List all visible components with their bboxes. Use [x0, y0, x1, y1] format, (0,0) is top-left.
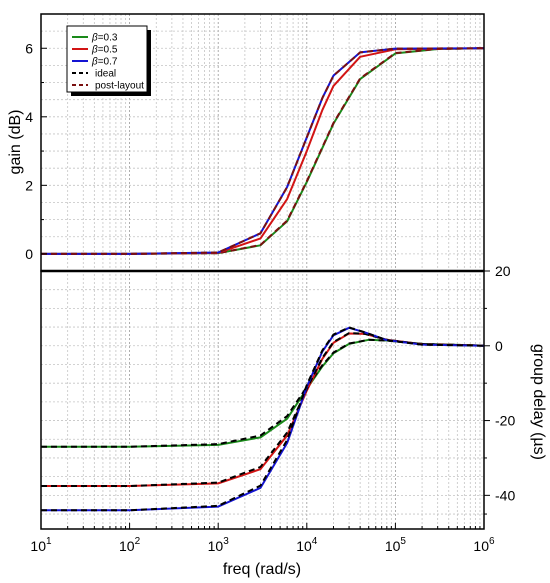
- legend-label: β=0.5: [91, 45, 118, 56]
- gain-series: [41, 47, 484, 255]
- delay-tick-label: 20: [495, 263, 511, 279]
- x-tick-label: 103: [208, 536, 230, 554]
- legend-label: post-layout: [95, 81, 144, 92]
- gain-tick-label: 6: [25, 40, 33, 56]
- x-tick-label: 102: [119, 536, 141, 554]
- delay-series-line-beta-0.7-dashed: [41, 326, 484, 512]
- gain-tick-label: 2: [25, 177, 33, 193]
- gain-series-line-beta-0.7-dashed: [41, 47, 484, 255]
- delay-series-line-beta-0.3-dashed: [41, 338, 484, 448]
- delay-series-line-beta-0.5-solid: [41, 332, 484, 487]
- gain-tick-label: 4: [25, 109, 33, 125]
- delay-series-line-beta-0.7-solid: [41, 326, 484, 512]
- plot-frame: [40, 13, 485, 530]
- gain-series-line-beta-0.3-dashed: [41, 47, 484, 255]
- delay-axis-title: group delay (µs): [530, 344, 547, 460]
- delay-tick-label: -40: [495, 487, 515, 503]
- legend-label: ideal: [95, 69, 116, 80]
- gain-tick-label: 0: [25, 246, 33, 262]
- delay-series: [41, 326, 484, 512]
- legend-label: β=0.3: [91, 33, 118, 44]
- delay-tick-label: -20: [495, 413, 515, 429]
- legend-label: β=0.7: [91, 57, 118, 68]
- x-tick-label: 104: [296, 536, 318, 554]
- x-tick-label: 101: [30, 536, 52, 554]
- delay-series-line-beta-0.5-dashed: [41, 332, 484, 487]
- x-tick-label: 105: [385, 536, 407, 554]
- freq-axis-title: freq (rad/s): [223, 561, 301, 578]
- axis-ticks: 101 102 103 104 105 106 0 2 4 6 20 0 -20 -40: [25, 40, 515, 554]
- delay-tick-label: 0: [495, 338, 503, 354]
- x-tick-label: 106: [473, 536, 495, 554]
- plot-frame-delay: [40, 270, 485, 530]
- delay-series-line-beta-0.3-solid: [41, 338, 484, 448]
- gain-axis-title: gain (dB): [7, 110, 24, 175]
